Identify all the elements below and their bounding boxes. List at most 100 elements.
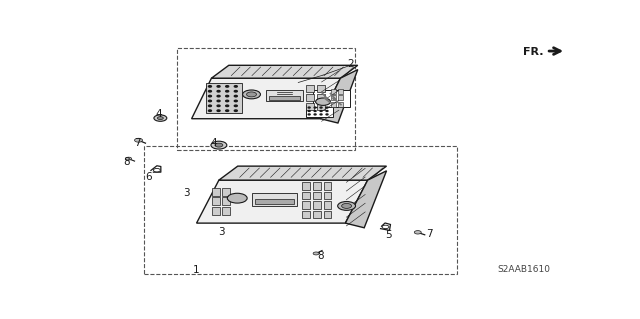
Bar xyxy=(212,188,220,196)
Circle shape xyxy=(326,107,328,108)
Circle shape xyxy=(246,92,257,97)
Circle shape xyxy=(234,105,237,107)
Circle shape xyxy=(326,114,328,115)
Circle shape xyxy=(209,100,211,102)
Bar xyxy=(324,192,332,199)
Circle shape xyxy=(234,110,237,111)
Circle shape xyxy=(217,85,220,87)
Circle shape xyxy=(314,107,316,108)
Circle shape xyxy=(234,95,237,97)
Text: 8: 8 xyxy=(123,157,129,167)
Bar xyxy=(338,89,343,93)
Circle shape xyxy=(226,100,228,102)
Polygon shape xyxy=(196,180,368,223)
Bar xyxy=(301,201,310,209)
Bar xyxy=(324,201,332,209)
Bar xyxy=(212,197,220,205)
Bar xyxy=(269,96,300,100)
Bar xyxy=(317,102,325,110)
Bar xyxy=(332,102,336,107)
Circle shape xyxy=(308,107,310,108)
Bar xyxy=(252,193,297,206)
Bar xyxy=(222,207,230,214)
Circle shape xyxy=(209,91,211,92)
Text: 3: 3 xyxy=(218,227,225,237)
Circle shape xyxy=(217,91,220,92)
Text: FR.: FR. xyxy=(524,47,544,57)
Bar xyxy=(307,93,314,101)
Bar xyxy=(301,182,310,189)
Text: S2AAB1610: S2AAB1610 xyxy=(497,265,550,274)
Bar xyxy=(312,211,321,218)
Circle shape xyxy=(234,100,237,102)
Circle shape xyxy=(226,110,228,111)
Bar xyxy=(317,93,325,101)
Bar xyxy=(206,84,242,113)
Circle shape xyxy=(211,141,227,149)
Circle shape xyxy=(215,143,223,147)
Circle shape xyxy=(308,110,310,111)
Circle shape xyxy=(226,91,228,92)
Text: 7: 7 xyxy=(134,138,140,148)
Circle shape xyxy=(320,110,322,111)
Circle shape xyxy=(217,100,220,102)
Circle shape xyxy=(226,95,228,97)
Polygon shape xyxy=(219,166,387,180)
Circle shape xyxy=(308,114,310,115)
Circle shape xyxy=(209,85,211,87)
Circle shape xyxy=(209,95,211,97)
Circle shape xyxy=(209,105,211,107)
Circle shape xyxy=(154,115,167,121)
Circle shape xyxy=(316,98,330,105)
Bar xyxy=(222,197,230,205)
Bar xyxy=(301,192,310,199)
Bar xyxy=(301,211,310,218)
Bar xyxy=(212,207,220,214)
Bar xyxy=(312,201,321,209)
Bar xyxy=(312,192,321,199)
Wedge shape xyxy=(134,138,143,142)
Bar xyxy=(266,90,303,101)
Bar xyxy=(306,105,333,117)
Circle shape xyxy=(234,91,237,92)
Bar xyxy=(338,95,343,100)
Wedge shape xyxy=(125,157,132,160)
Circle shape xyxy=(320,107,322,108)
Text: 4: 4 xyxy=(155,109,162,119)
Bar xyxy=(324,182,332,189)
Text: 1: 1 xyxy=(193,265,200,275)
Wedge shape xyxy=(414,231,421,234)
Circle shape xyxy=(243,90,260,99)
Circle shape xyxy=(314,110,316,111)
Circle shape xyxy=(342,204,351,208)
Circle shape xyxy=(217,105,220,107)
Polygon shape xyxy=(346,171,387,228)
Bar xyxy=(313,90,350,107)
Circle shape xyxy=(314,114,316,115)
Wedge shape xyxy=(313,252,319,255)
Bar xyxy=(307,85,314,92)
Circle shape xyxy=(217,95,220,97)
Bar xyxy=(307,102,314,110)
Polygon shape xyxy=(321,70,358,123)
Text: 8: 8 xyxy=(317,251,324,261)
Text: 3: 3 xyxy=(183,188,190,198)
Text: 5: 5 xyxy=(385,230,392,240)
Circle shape xyxy=(154,168,161,172)
Circle shape xyxy=(227,193,247,203)
Bar xyxy=(255,199,294,204)
Circle shape xyxy=(226,105,228,107)
Bar xyxy=(338,102,343,107)
Text: 2: 2 xyxy=(347,59,354,69)
Circle shape xyxy=(157,117,163,120)
Bar xyxy=(222,188,230,196)
Bar xyxy=(324,211,332,218)
Bar xyxy=(312,182,321,189)
Circle shape xyxy=(326,110,328,111)
Circle shape xyxy=(217,110,220,111)
Circle shape xyxy=(382,225,389,229)
Bar xyxy=(332,95,336,100)
Text: 6: 6 xyxy=(145,172,152,182)
Bar xyxy=(332,89,336,93)
Text: 4: 4 xyxy=(211,138,217,148)
